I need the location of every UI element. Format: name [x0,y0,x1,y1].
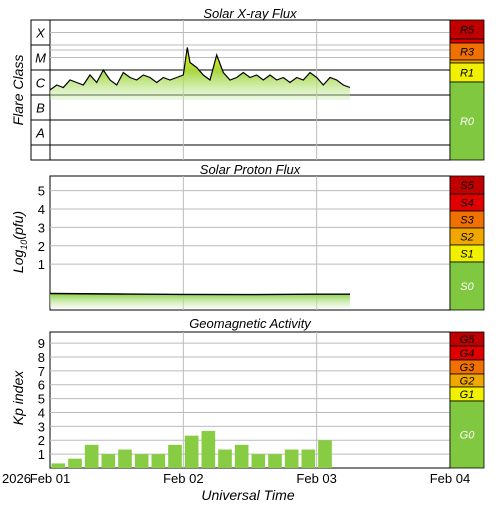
kp-bar [251,454,266,468]
x-tick-label: Feb 02 [163,471,203,486]
kp-ylabel: Kp index [10,370,26,425]
solar-radiation-scale: S5 S4 S3 S2 S1 S0 [449,175,485,311]
proton-tick-label: 2 [38,239,45,254]
kp-plot-area [49,331,451,469]
kp-tick-label: 5 [38,392,45,407]
kp-tick-label: 3 [38,419,45,434]
kp-bar [68,458,82,468]
kp-tick-label: 7 [38,364,45,379]
scale-label: G3 [460,362,476,374]
scale-label: G4 [460,348,475,360]
scale-band-r4 [449,38,485,44]
kp-bar [118,449,132,468]
kp-panel: Geomagnetic Activity Kp index 123456789 … [10,316,485,469]
scale-label: S2 [460,232,473,244]
kp-bar [101,454,116,468]
year-label: 2026 [2,471,31,486]
proton-plot-area [49,175,451,311]
proton-grid: 1 2 3 4 5 [38,176,450,310]
proton-tick-label: 4 [38,202,45,217]
scale-band-r2 [449,59,485,64]
kp-tick-label: 6 [38,378,45,393]
scale-label: S0 [460,281,474,293]
flare-class-label: C [36,76,46,91]
scale-band-s0 [449,261,485,311]
xray-ylabel: Flare Class [10,55,26,126]
scale-label: G5 [460,334,476,346]
scale-label: R3 [460,47,475,59]
x-axis-title: Universal Time [201,487,294,503]
proton-tick-label: 3 [38,220,45,235]
kp-tick-label: 4 [38,405,45,420]
scale-label: S4 [460,198,473,210]
kp-bar [234,444,249,468]
kp-tick-label: 8 [38,350,45,365]
kp-bar [284,449,299,468]
kp-bar [84,444,99,468]
proton-title: Solar Proton Flux [200,162,301,177]
x-tick-label: Feb 04 [430,471,470,486]
kp-title: Geomagnetic Activity [189,316,312,331]
flare-class-label: A [35,126,45,141]
xray-grid [31,20,450,160]
kp-bar [268,454,282,468]
scale-label: G1 [460,389,475,401]
flare-class-label: M [35,51,46,66]
proton-tick-label: 5 [38,184,45,199]
kp-tick-label: 2 [38,433,45,448]
flare-class-label: X [35,26,46,41]
kp-bar [201,430,216,468]
kp-bar [168,444,182,468]
x-tick-label: Feb 01 [30,471,70,486]
scale-band-r0 [449,81,485,161]
kp-bar [51,463,66,468]
scale-label: R5 [460,25,475,37]
radio-blackout-scale: R5 R3 R1 R0 [449,19,485,161]
scale-label: G2 [460,376,475,388]
kp-bar [318,440,332,468]
proton-ylabel: Log10(pfu) [10,211,29,273]
kp-bar [184,435,199,468]
proton-flux-series [49,292,350,308]
scale-label: S5 [460,180,474,192]
xray-flux-fill [50,47,350,100]
kp-bars [51,430,332,468]
kp-bar [301,449,316,468]
proton-flux-fill [50,293,350,308]
kp-bar [151,454,166,468]
scale-label: S1 [460,249,473,261]
xray-flux-line [49,47,351,91]
scale-label: G0 [460,430,476,442]
scale-label: R1 [460,68,474,80]
scale-label: S3 [460,215,474,227]
flare-class-label: B [36,101,45,116]
xray-title: Solar X-ray Flux [203,6,297,21]
x-tick-label: Feb 03 [296,471,336,486]
time-axis: 2026 Universal Time Feb 01 Feb 02 Feb 03 Fe… [2,471,470,503]
scale-band-g0 [449,400,485,469]
kp-tick-label: 1 [38,447,45,462]
proton-tick-label: 1 [38,257,45,272]
xray-flux-series [49,47,351,100]
scale-label: R0 [460,116,475,128]
proton-flux-line [49,292,350,296]
kp-bar [218,449,232,468]
kp-tick-label: 9 [38,336,45,351]
kp-bar [134,454,149,468]
